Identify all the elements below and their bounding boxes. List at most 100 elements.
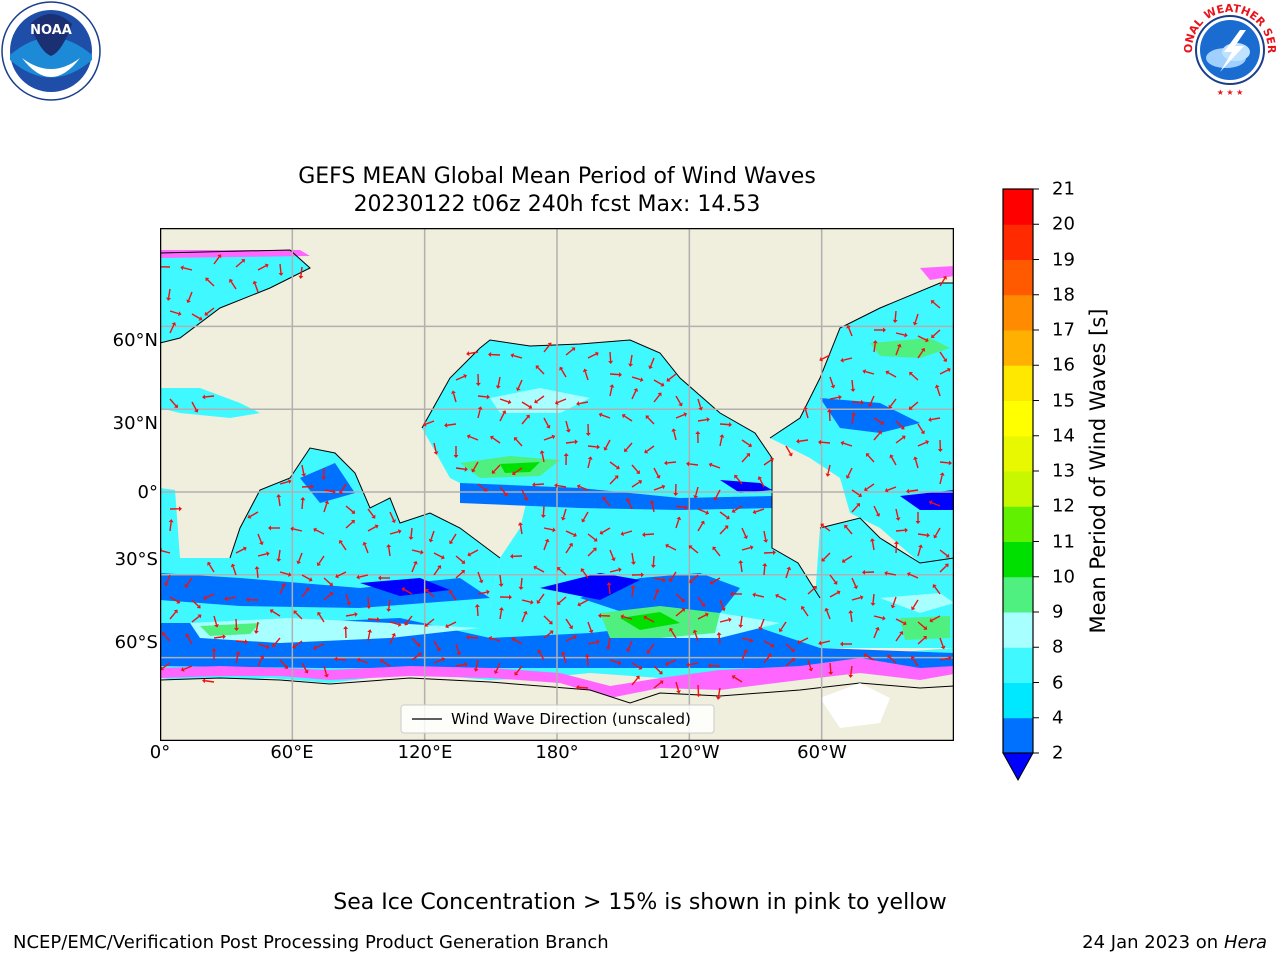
colorbar-block-20	[1003, 189, 1033, 225]
wind-wave-arrow	[885, 370, 897, 378]
wind-wave-arrow	[204, 307, 215, 316]
colorbar-block-17	[1003, 294, 1033, 331]
wind-wave-arrow	[675, 608, 686, 617]
wind-wave-arrow	[335, 571, 347, 579]
wind-wave-arrow	[829, 376, 836, 389]
wind-wave-arrow	[917, 423, 925, 435]
coastlines	[160, 249, 954, 599]
wind-wave-arrow	[931, 329, 941, 339]
wind-wave-arrow	[449, 533, 457, 545]
wind-wave-arrow	[268, 525, 280, 531]
wind-wave-arrow	[631, 376, 644, 383]
wind-wave-arrow	[675, 395, 683, 407]
wind-wave-arrow	[606, 582, 612, 595]
wind-wave-arrow	[367, 629, 373, 642]
wind-wave-arrow	[869, 538, 875, 551]
wind-wave-arrow	[643, 615, 655, 623]
wind-wave-arrow	[840, 357, 853, 363]
wind-wave-arrow	[934, 384, 941, 397]
wind-wave-arrow	[345, 593, 352, 606]
wind-wave-arrow	[675, 516, 682, 529]
wind-wave-arrow	[697, 508, 710, 515]
wind-wave-arrow	[917, 532, 930, 538]
wind-wave-arrow	[455, 569, 465, 579]
wind-wave-arrow	[257, 643, 270, 650]
wind-wave-arrow	[620, 530, 633, 537]
colorbar-tick-label-10: 10	[1052, 566, 1075, 588]
wind-wave-arrow	[605, 637, 611, 650]
wind-wave-arrow	[939, 563, 949, 573]
wind-wave-arrow	[884, 486, 897, 493]
wind-wave-arrow	[915, 512, 921, 524]
wind-wave-arrow	[276, 494, 282, 507]
wind-wave-arrow	[846, 324, 853, 337]
wind-wave-arrow	[818, 640, 831, 646]
wind-wave-arrow	[675, 505, 688, 511]
wind-wave-arrow	[863, 653, 875, 661]
wind-wave-arrow	[451, 390, 457, 403]
colorbar-tick-label-13: 13	[1052, 460, 1075, 482]
wind-wave-arrow	[543, 417, 551, 429]
wind-wave-arrow	[818, 439, 831, 445]
antarctic-ice-shelf	[820, 683, 890, 728]
wind-wave-arrow	[719, 599, 726, 612]
wind-wave-arrow	[477, 394, 490, 400]
colorbar-extend-triangle	[1002, 752, 1034, 782]
wind-wave-arrow	[229, 278, 237, 290]
wind-wave-arrow	[712, 546, 721, 557]
colorbar-block-12	[1003, 471, 1033, 507]
wind-wave-arrow	[671, 428, 677, 441]
wind-wave-arrow	[888, 398, 897, 409]
wind-wave-arrow	[689, 574, 699, 584]
nws-logo: NATIONAL WEATHER SERVICE ★ ★ ★	[1175, 0, 1280, 100]
wind-wave-arrow	[686, 461, 699, 467]
wind-wave-arrow	[695, 431, 701, 444]
wind-wave-arrow	[510, 353, 523, 359]
wind-wave-arrow	[716, 632, 722, 645]
wind-wave-arrow	[367, 508, 376, 519]
wind-wave-arrow	[477, 571, 484, 584]
wind-wave-arrow	[467, 549, 479, 557]
wind-wave-arrow	[731, 675, 743, 683]
wind-wave-arrow	[850, 379, 856, 392]
wind-wave-arrow	[763, 530, 769, 543]
wind-wave-arrow	[785, 643, 795, 653]
wind-wave-arrow	[873, 626, 880, 639]
wind-wave-arrow	[543, 342, 552, 353]
wind-wave-arrow	[848, 665, 854, 678]
wind-wave-arrow	[778, 621, 787, 632]
wind-wave-arrow	[665, 543, 677, 551]
wind-wave-arrow	[516, 379, 523, 391]
date-text: 24 Jan 2023	[1082, 932, 1191, 953]
wind-wave-arrow	[532, 482, 545, 488]
wind-wave-arrow	[917, 635, 927, 645]
wind-wave-arrow	[356, 574, 369, 580]
wind-wave-arrow	[708, 462, 721, 469]
wind-wave-arrow	[202, 394, 215, 400]
wind-wave-arrow	[821, 552, 831, 562]
wind-wave-arrow	[269, 609, 281, 617]
wind-wave-arrow	[624, 442, 633, 453]
wind-wave-arrow	[166, 288, 172, 301]
wind-wave-arrow	[389, 529, 402, 535]
wind-wave-arrow	[587, 351, 599, 359]
wind-wave-arrow	[235, 546, 247, 554]
wind-wave-arrow	[554, 398, 567, 405]
wind-wave-arrow	[807, 585, 817, 595]
wind-wave-arrow	[864, 483, 875, 492]
wind-wave-arrow	[323, 592, 334, 601]
wind-wave-arrow	[556, 596, 567, 605]
colorbar-block-6	[1003, 647, 1033, 683]
wind-wave-arrow	[598, 412, 611, 419]
wind-wave-arrow	[455, 661, 468, 667]
wind-wave-arrow	[644, 445, 655, 454]
wind-wave-arrow	[455, 643, 462, 656]
wind-wave-arrow	[411, 637, 421, 647]
noaa-logo-icon: NOAA	[1, 1, 101, 101]
wind-wave-arrow	[379, 659, 391, 667]
wind-wave-arrow	[411, 560, 418, 573]
wind-wave-arrow	[477, 483, 488, 492]
wind-wave-arrow	[389, 621, 402, 627]
wind-wave-arrow	[514, 665, 523, 676]
credit-text: NCEP/EMC/Verification Post Processing Pr…	[13, 932, 609, 953]
